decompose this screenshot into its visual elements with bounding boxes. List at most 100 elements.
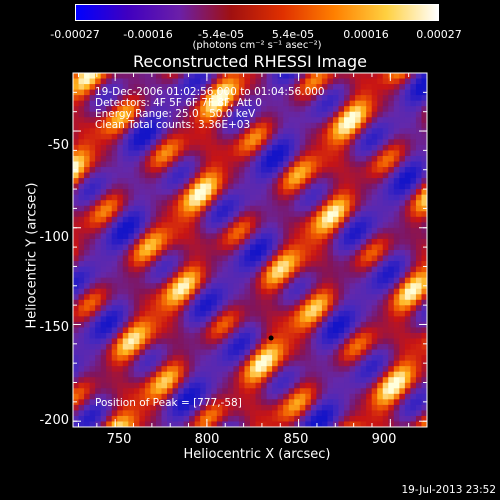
heatmap-cell <box>244 415 251 423</box>
heatmap-cell <box>161 272 168 279</box>
heatmap-cell <box>388 139 395 146</box>
heatmap-cell <box>150 388 157 395</box>
heatmap-cell <box>294 310 301 317</box>
heatmap-cell <box>89 111 96 118</box>
heatmap-cell <box>189 211 196 218</box>
heatmap-cell <box>73 294 80 301</box>
heatmap-cell <box>161 316 168 323</box>
heatmap-cell <box>377 366 384 373</box>
heatmap-cell <box>332 144 340 152</box>
heatmap-cell <box>261 211 268 218</box>
heatmap-cell <box>117 73 124 80</box>
heatmap-cell <box>238 238 246 246</box>
heatmap-cell <box>216 266 223 273</box>
heatmap-cell <box>255 155 262 163</box>
heatmap-cell <box>272 222 279 229</box>
heatmap-cell <box>200 366 207 373</box>
heatmap-cell <box>216 377 223 384</box>
heatmap-cell <box>255 366 262 373</box>
heatmap-cell <box>388 244 395 251</box>
heatmap-cell <box>84 150 91 157</box>
heatmap-cell <box>371 305 378 312</box>
heatmap-cell <box>161 377 168 384</box>
heatmap-cell <box>310 139 317 146</box>
heatmap-cell <box>283 161 290 168</box>
heatmap-cell <box>355 382 362 389</box>
heatmap-cell <box>155 316 163 323</box>
heatmap-cell <box>95 161 102 168</box>
heatmap-cell <box>283 211 290 218</box>
heatmap-cell <box>211 194 218 201</box>
heatmap-cell <box>167 106 174 113</box>
heatmap-cell <box>183 183 190 190</box>
heatmap-cell <box>272 238 279 246</box>
heatmap-cell <box>244 393 251 400</box>
heatmap-cell <box>150 410 157 417</box>
heatmap-cell <box>382 283 389 290</box>
heatmap-cell <box>344 244 351 251</box>
heatmap-cell <box>144 161 152 168</box>
heatmap-cell <box>78 299 85 306</box>
heatmap-cell <box>250 189 257 196</box>
heatmap-cell <box>189 100 196 107</box>
heatmap-cell <box>167 360 174 367</box>
heatmap-cell <box>255 161 262 168</box>
heatmap-cell <box>111 100 118 107</box>
heatmap-cell <box>178 410 185 417</box>
heatmap-cell <box>178 355 185 362</box>
heatmap-cell <box>299 144 306 152</box>
heatmap-cell <box>161 122 168 129</box>
heatmap-cell <box>310 261 317 268</box>
heatmap-cell <box>310 255 317 262</box>
heatmap-cell <box>371 371 378 378</box>
heatmap-cell <box>261 421 268 427</box>
heatmap-cell <box>404 161 412 168</box>
heatmap-cell <box>117 200 124 207</box>
heatmap-cell <box>78 167 85 174</box>
heatmap-cell <box>144 139 152 146</box>
heatmap-cell <box>205 222 212 229</box>
heatmap-cell <box>410 250 417 257</box>
heatmap-cell <box>366 183 373 190</box>
heatmap-cell <box>89 382 96 389</box>
heatmap-cell <box>161 277 168 284</box>
heatmap-cell <box>200 338 207 345</box>
heatmap-cell <box>272 404 279 412</box>
heatmap-cell <box>150 172 157 179</box>
heatmap-cell <box>73 155 80 163</box>
heatmap-cell <box>139 216 146 223</box>
heatmap-cell <box>189 355 196 362</box>
heatmap-cell <box>89 155 96 163</box>
heatmap-cell <box>283 183 290 190</box>
heatmap-cell <box>399 84 406 91</box>
heatmap-cell <box>277 89 284 96</box>
heatmap-cell <box>205 178 212 185</box>
heatmap-cell <box>310 410 317 417</box>
heatmap-cell <box>266 189 273 196</box>
heatmap-cell <box>277 128 284 135</box>
heatmap-cell <box>360 161 367 168</box>
heatmap-cell <box>355 144 362 152</box>
heatmap-cell <box>89 222 96 229</box>
heatmap-cell <box>73 410 80 417</box>
heatmap-cell <box>100 294 107 301</box>
heatmap-cell <box>155 167 163 174</box>
heatmap-cell <box>106 139 113 146</box>
heatmap-cell <box>128 139 135 146</box>
heatmap-cell <box>161 178 168 185</box>
heatmap-cell <box>255 355 262 362</box>
heatmap-cell <box>73 100 80 107</box>
heatmap-cell <box>211 266 218 273</box>
heatmap-cell <box>233 294 240 301</box>
heatmap-cell <box>200 410 207 417</box>
heatmap-cell <box>238 255 246 262</box>
heatmap-cell <box>377 227 384 235</box>
heatmap-cell <box>167 211 174 218</box>
heatmap-cell <box>310 84 317 91</box>
heatmap-cell <box>84 227 91 235</box>
heatmap-cell <box>139 111 146 118</box>
heatmap-cell <box>139 167 146 174</box>
heatmap-cell <box>410 305 417 312</box>
heatmap-cell <box>310 344 317 351</box>
heatmap-cell <box>172 178 179 185</box>
